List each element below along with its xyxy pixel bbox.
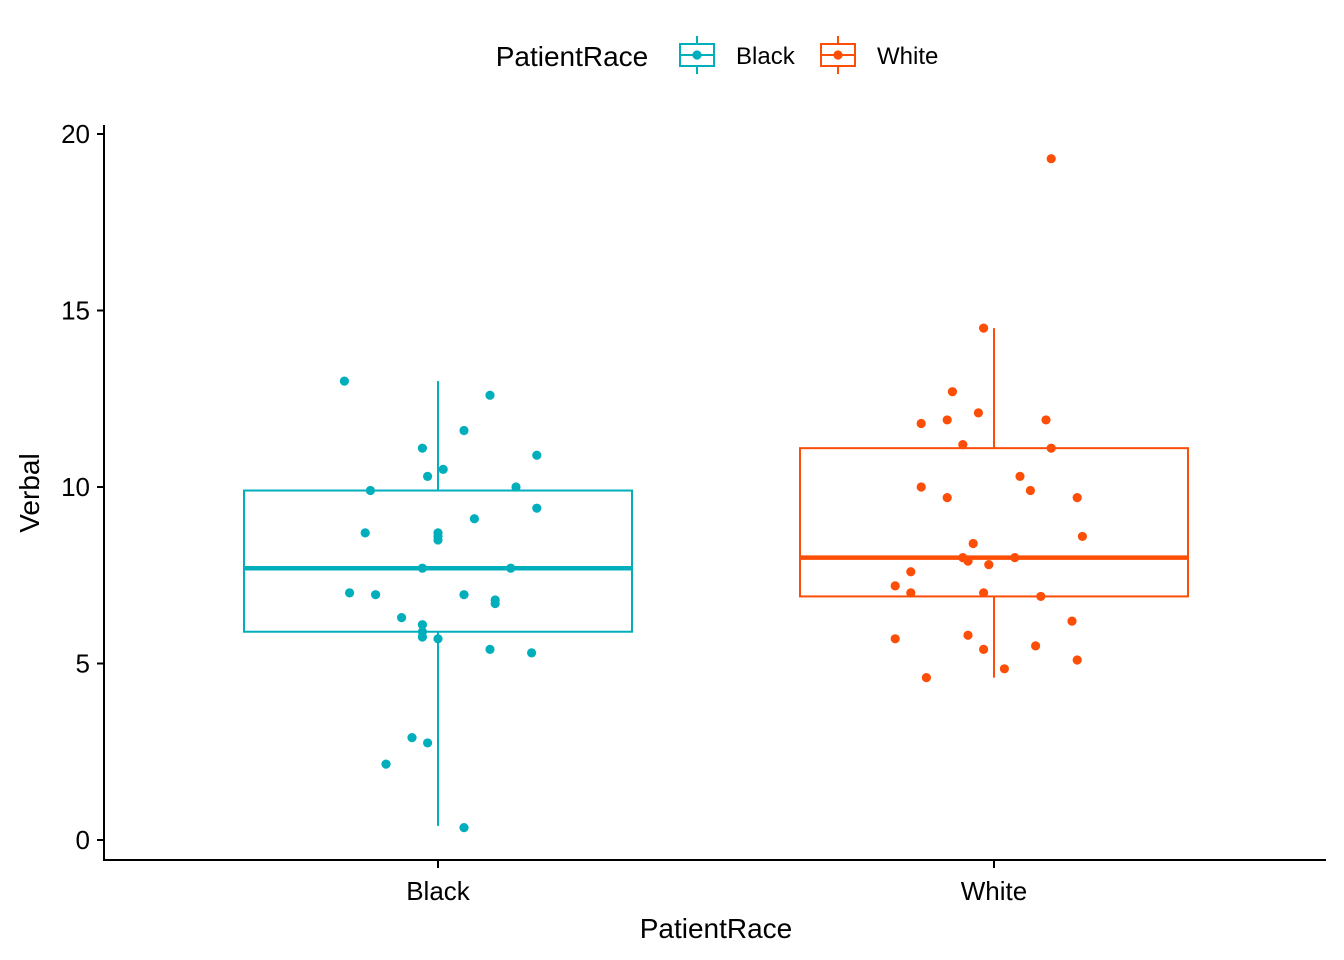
x-axis-title: PatientRace [640,913,793,944]
data-point-white [1046,154,1056,164]
axes: 0 5 10 15 20 Black White [61,119,1326,906]
x-tick-label: White [961,876,1027,906]
data-point-black [433,535,443,545]
legend-label: Black [736,43,796,70]
data-point-white [1072,492,1082,503]
data-point-black [360,528,370,538]
data-point-white [1072,655,1082,665]
data-point-white [958,440,968,450]
data-point-white [979,323,989,333]
data-point-white [1046,443,1056,453]
legend-items: Black White [679,36,938,74]
data-point-black [490,598,500,609]
y-tick-label: 0 [76,825,90,855]
data-point-black [438,464,448,474]
data-point-black [417,443,427,453]
legend-key-point [692,50,702,60]
y-tick-label: 5 [76,649,90,679]
data-point-white [1031,641,1041,651]
data-point-black [417,563,427,573]
data-point-white [906,588,916,598]
data-point-white [1015,471,1025,482]
data-point-white [921,673,932,683]
legend-key-point [833,50,843,60]
data-point-white [890,581,900,591]
x-axis-ticks: Black White [406,860,1027,906]
data-point-black [407,733,417,743]
data-point-white [942,492,952,503]
data-point-black [511,482,521,492]
box-black [243,381,633,826]
data-point-white [1025,485,1035,496]
data-point-black [506,563,516,573]
iqr-box [799,447,1189,598]
legend-item-black: Black [679,36,796,74]
data-point-white [890,634,900,644]
data-points [339,154,1087,833]
data-point-white [968,538,978,549]
legend-label: White [877,43,938,70]
data-point-black [345,588,355,598]
data-point-black [532,503,542,513]
x-tick-label: Black [406,876,471,906]
data-point-white [984,560,994,570]
data-point-white [1010,553,1020,563]
data-point-white [1036,591,1046,602]
data-point-white [1041,415,1051,425]
data-point-black [371,590,381,600]
data-point-black [459,823,469,833]
iqr-box [243,489,633,633]
data-point-black [397,613,407,623]
data-point-black [485,390,495,400]
data-point-black [381,759,391,769]
plot-area [243,154,1189,833]
data-point-black [485,644,495,654]
legend: PatientRace Black White [496,36,938,74]
data-point-white [979,588,989,598]
data-point-white [1077,531,1087,542]
data-point-white [973,408,984,418]
data-point-white [963,630,973,640]
data-point-white [906,567,916,577]
y-axis-ticks: 0 5 10 15 20 [61,119,104,855]
data-point-black [433,634,443,644]
data-point-white [1067,616,1077,626]
y-axis-title: Verbal [14,453,45,532]
data-point-white [979,644,989,654]
boxes [243,328,1189,826]
y-tick-label: 20 [61,119,90,149]
data-point-white [916,418,926,429]
legend-title: PatientRace [496,41,649,72]
data-point-white [916,482,926,492]
y-tick-label: 10 [61,472,90,502]
data-point-black [459,590,469,600]
data-point-black [423,738,433,748]
y-tick-label: 15 [61,296,90,326]
data-point-white [999,664,1010,674]
data-point-black [469,514,479,524]
data-point-white [963,556,973,566]
data-point-black [365,485,375,496]
data-point-black [417,632,427,642]
data-point-black [459,425,469,436]
data-point-black [423,471,433,482]
data-point-black [532,450,542,460]
data-point-black [417,620,427,630]
data-point-white [942,415,952,425]
box-white [799,328,1189,678]
data-point-black [527,648,537,658]
data-point-black [339,376,349,386]
data-point-white [947,387,958,397]
legend-item-white: White [820,36,938,74]
